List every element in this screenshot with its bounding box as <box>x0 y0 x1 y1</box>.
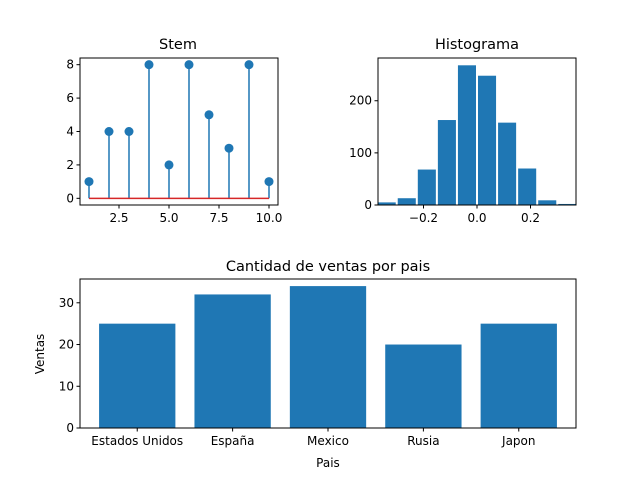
bar-chart-x-tick-label: Rusia <box>407 434 439 448</box>
histogram-y-tick-label: 100 <box>349 146 372 160</box>
bar-plot-area: Estados Unidos España Mexico Rusia Japon 0 10 2… <box>59 278 577 448</box>
stem-x-tick-label: 5.0 <box>159 211 178 225</box>
histogram-bar <box>538 200 557 205</box>
bar <box>194 294 271 428</box>
histogram-chart-title: Histograma <box>435 37 519 53</box>
bar-chart-x-tick-label: Mexico <box>307 434 349 448</box>
stem-marker <box>164 160 174 170</box>
bar <box>99 323 176 428</box>
stem-marker <box>84 177 94 187</box>
stem-y-tick-label: 0 <box>66 191 74 205</box>
stem-x-tick-label: 2.5 <box>109 211 128 225</box>
stem-marker <box>204 110 214 120</box>
histogram-y-tick-label: 200 <box>349 94 372 108</box>
stem-plot-area: 2.5 5.0 7.5 10.0 0 2 4 6 8 <box>66 57 283 225</box>
stem-marker <box>184 60 194 70</box>
bar-chart-y-tick-label: 20 <box>59 338 74 352</box>
histogram-bar <box>498 122 517 205</box>
stem-chart: Stem 2.5 5.0 7.5 10.0 0 2 4 6 8 <box>66 37 282 225</box>
stem-marker <box>264 177 274 187</box>
bar-chart-x-tick-label: Japon <box>501 434 535 448</box>
histogram-bar <box>437 120 456 205</box>
bar <box>385 344 462 428</box>
histogram-plot-area: −0.2 0.0 0.2 0 100 200 <box>349 57 577 225</box>
bar-chart-x-axis-label: Pais <box>316 456 340 470</box>
stem-y-tick-label: 2 <box>66 158 74 172</box>
histogram-x-tick-label: 0.2 <box>521 211 540 225</box>
stem-marker <box>144 60 154 70</box>
bar-chart-y-tick-label: 10 <box>59 379 74 393</box>
histogram-bar <box>397 198 416 205</box>
histogram-bar <box>518 168 537 205</box>
stem-marker <box>124 127 134 136</box>
stem-marker <box>224 143 234 153</box>
bar <box>480 323 557 428</box>
histogram-bar <box>558 203 577 205</box>
stem-y-tick-label: 8 <box>66 58 74 72</box>
bar-chart: Cantidad de ventas por pais Pais Ventas … <box>33 259 577 470</box>
histogram-bar <box>377 202 396 205</box>
stem-y-tick-label: 4 <box>66 125 74 139</box>
histogram-chart: Histograma −0.2 0.0 0.2 0 100 200 <box>349 37 577 225</box>
bar-chart-x-tick-label: Estados Unidos <box>91 434 183 448</box>
histogram-y-tick-label: 0 <box>364 198 372 212</box>
bar-chart-y-tick-label: 30 <box>59 296 74 310</box>
bar <box>289 286 367 428</box>
histogram-bar <box>478 75 497 205</box>
bar-chart-title: Cantidad de ventas por pais <box>226 259 430 275</box>
stem-y-tick-label: 6 <box>66 91 74 105</box>
bar-chart-y-tick-label: 0 <box>66 421 74 435</box>
histogram-bar <box>417 169 436 205</box>
bar-chart-x-tick-label: España <box>211 434 255 448</box>
stem-marker <box>104 127 114 136</box>
stem-x-tick-label: 10.0 <box>256 211 283 225</box>
histogram-x-tick-label: −0.2 <box>409 211 438 225</box>
bar-chart-y-axis-label: Ventas <box>33 334 47 375</box>
stem-chart-title: Stem <box>159 37 197 53</box>
histogram-x-tick-label: 0.0 <box>467 211 486 225</box>
stem-x-tick-label: 7.5 <box>209 211 228 225</box>
histogram-bar <box>457 65 476 205</box>
stem-marker <box>244 60 254 70</box>
